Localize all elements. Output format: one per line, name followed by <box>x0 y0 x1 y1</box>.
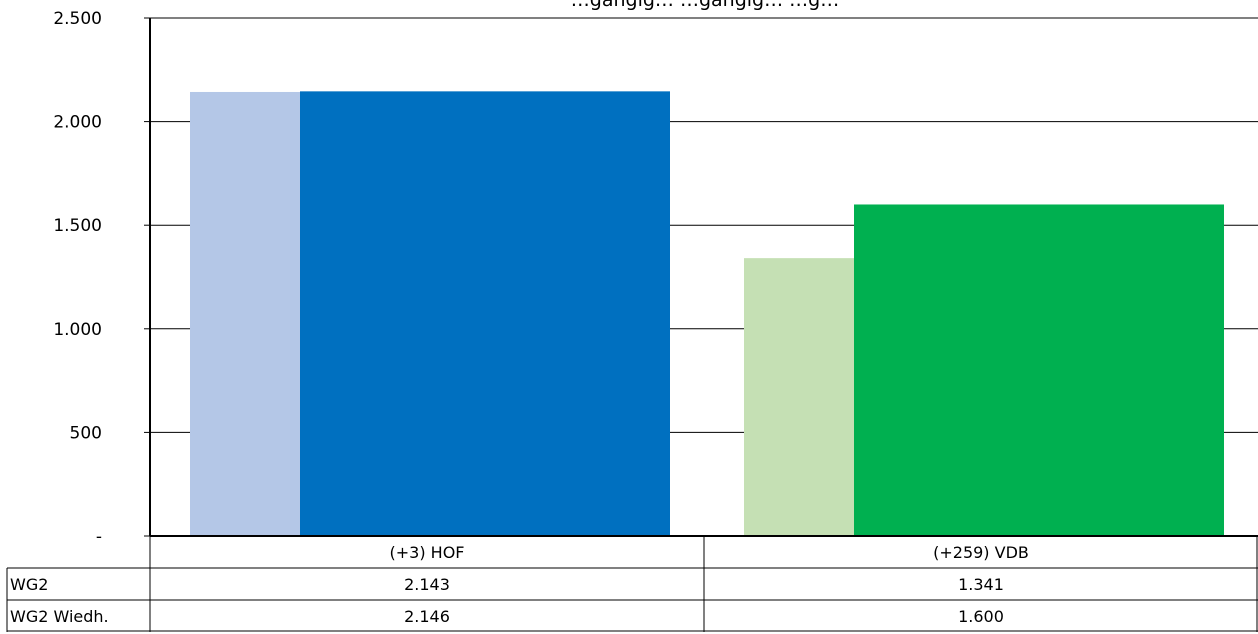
data-value: 2.146 <box>404 607 450 626</box>
bar-wg2-0 <box>190 91 300 536</box>
y-tick-label: 2.500 <box>53 9 102 29</box>
category-label: (+259) VDB <box>933 543 1029 562</box>
y-tick-label: 1.000 <box>53 320 102 340</box>
y-tick-label: 2.000 <box>53 113 102 133</box>
y-tick-label: - <box>96 527 102 547</box>
data-value: 2.143 <box>404 575 450 594</box>
bar-wg2-wiedh-1 <box>854 204 1224 537</box>
series-name: WG2 Wiedh. <box>10 607 109 626</box>
category-label: (+3) HOF <box>390 543 465 562</box>
bar-wg2-1 <box>744 258 854 536</box>
data-value: 1.600 <box>958 607 1004 626</box>
chart-title: …gängig… …gängig… …g… <box>571 0 839 11</box>
bar-wg2-wiedh-0 <box>300 91 670 536</box>
y-tick-label: 1.500 <box>53 216 102 236</box>
bars <box>190 91 1224 537</box>
y-tick-label: 500 <box>70 423 102 443</box>
data-table: (+3) HOF (+259) VDB WG2 2.143 1.341 WG2 Wiedh… <box>6 536 1258 632</box>
series-name: WG2 <box>10 575 48 594</box>
data-value: 1.341 <box>958 575 1004 594</box>
